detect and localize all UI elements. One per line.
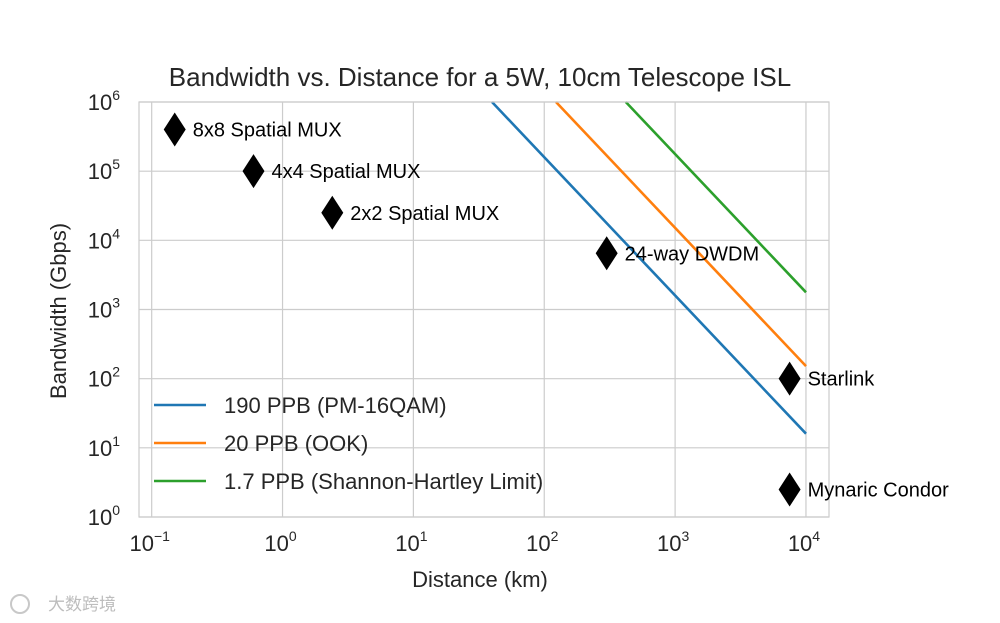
legend-label: 1.7 PPB (Shannon-Hartley Limit): [224, 469, 543, 494]
watermark: 大数跨境: [10, 594, 116, 614]
point-label: 4x4 Spatial MUX: [272, 161, 421, 183]
series-line-0: [491, 101, 807, 435]
x-tick-labels: 10−1 100 101 102 103 104: [129, 528, 820, 556]
x-axis-label: Distance (km): [412, 567, 548, 592]
watermark-text: 大数跨境: [48, 595, 116, 614]
legend: 190 PPB (PM-16QAM) 20 PPB (OOK) 1.7 PPB (S…: [154, 393, 543, 494]
y-tick-label: 101: [88, 433, 120, 461]
point-marker: [163, 112, 186, 147]
legend-label: 190 PPB (PM-16QAM): [224, 393, 447, 418]
x-tick-label: 104: [788, 528, 820, 556]
y-tick-label: 100: [88, 502, 120, 530]
series-line-2: [624, 101, 807, 294]
series-lines: [491, 101, 807, 435]
point-marker: [321, 195, 344, 230]
point-marker: [242, 154, 265, 189]
y-tick-label: 105: [88, 156, 120, 184]
point-label: 2x2 Spatial MUX: [350, 203, 499, 225]
watermark-logo-icon: [10, 594, 30, 614]
point-label: 24-way DWDM: [625, 243, 759, 265]
point-marker: [778, 472, 801, 507]
y-tick-labels: 100 101 102 103 104 105 106: [88, 87, 120, 530]
y-axis-label: Bandwidth (Gbps): [46, 223, 71, 399]
point-marker: [595, 236, 618, 271]
x-tick-label: 101: [395, 528, 427, 556]
x-tick-label: 10−1: [129, 528, 170, 556]
y-tick-label: 104: [88, 225, 120, 253]
x-tick-label: 103: [657, 528, 689, 556]
point-label: Mynaric Condor: [808, 479, 950, 501]
point-label: Starlink: [808, 369, 876, 391]
series-line-1: [555, 101, 807, 367]
chart-title: Bandwidth vs. Distance for a 5W, 10cm Te…: [169, 62, 791, 92]
x-tick-label: 102: [526, 528, 558, 556]
y-tick-label: 106: [88, 87, 120, 115]
point-label: 8x8 Spatial MUX: [193, 120, 342, 142]
plot-frame: [138, 101, 830, 518]
y-tick-label: 102: [88, 364, 120, 392]
legend-label: 20 PPB (OOK): [224, 431, 368, 456]
x-tick-label: 100: [264, 528, 296, 556]
point-markers: 8x8 Spatial MUX 4x4 Spatial MUX 2x2 Spatia…: [163, 112, 950, 507]
point-marker: [778, 361, 801, 396]
y-tick-label: 103: [88, 295, 120, 323]
